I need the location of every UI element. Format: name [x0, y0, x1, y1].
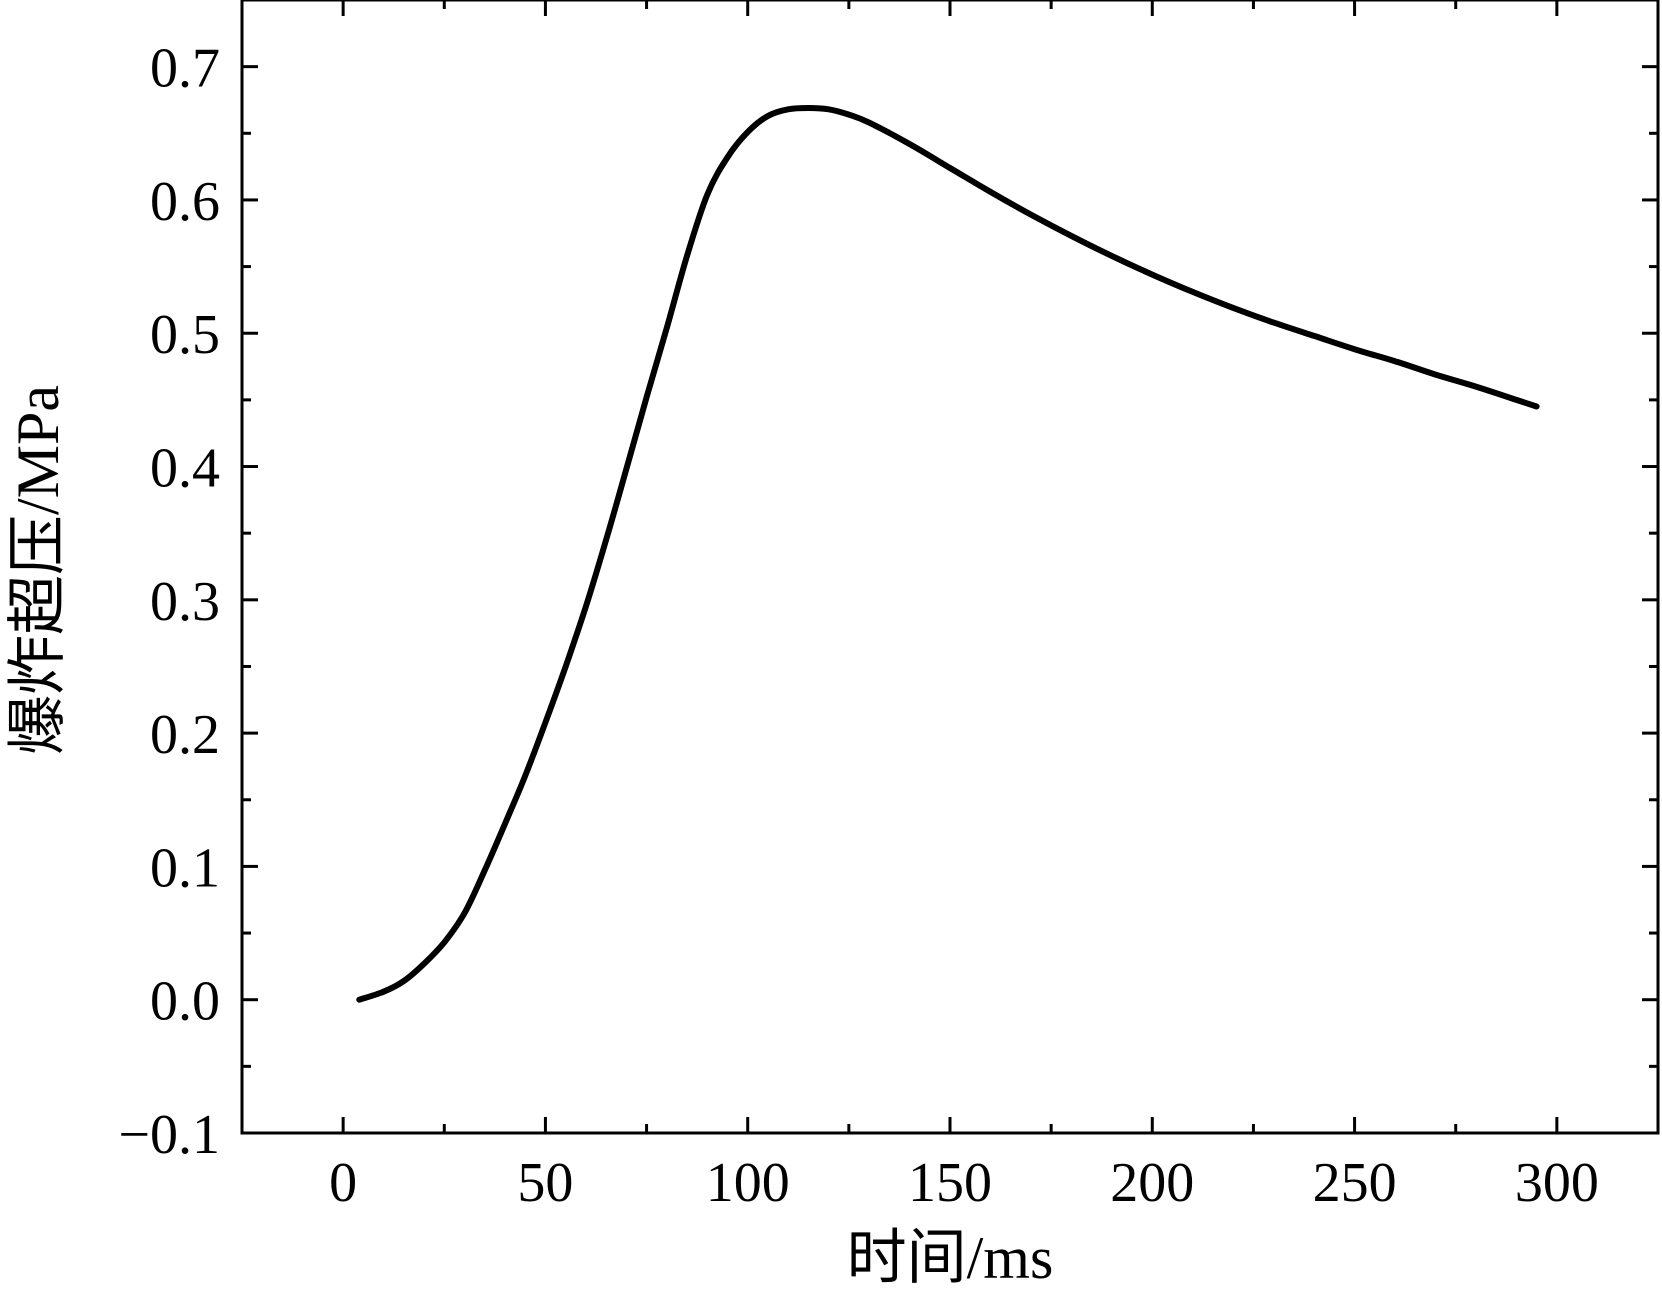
y-tick-label: 0.3	[150, 571, 220, 633]
x-tick-label: 0	[329, 1152, 357, 1214]
y-tick-label: 0.7	[150, 38, 220, 100]
x-axis-title: 时间/ms	[847, 1225, 1054, 1291]
y-tick-label: 0.0	[150, 971, 220, 1033]
y-tick-label: 0.6	[150, 171, 220, 233]
y-axis-title: 爆炸超压/MPa	[5, 385, 71, 755]
x-tick-label: 200	[1110, 1152, 1194, 1214]
x-tick-label: 150	[908, 1152, 992, 1214]
overpressure-line	[356, 105, 1540, 1003]
x-tick-label: 250	[1313, 1152, 1397, 1214]
x-tick-label: 50	[517, 1152, 573, 1214]
y-tick-label: 0.4	[150, 438, 220, 500]
y-tick-label: 0.5	[150, 304, 220, 366]
tick-labels: 0 50 100 150 200 250 300 −0.1 0.0 0.1 0.2 0.3 0.4 0.5…	[118, 38, 1598, 1214]
y-tick-label: 0.1	[150, 837, 220, 899]
y-tick-label: 0.2	[150, 704, 220, 766]
x-tick-label: 100	[706, 1152, 790, 1214]
x-tick-label: 300	[1515, 1152, 1599, 1214]
y-tick-label: −0.1	[118, 1104, 220, 1166]
axis-ticks	[240, 0, 1660, 1135]
